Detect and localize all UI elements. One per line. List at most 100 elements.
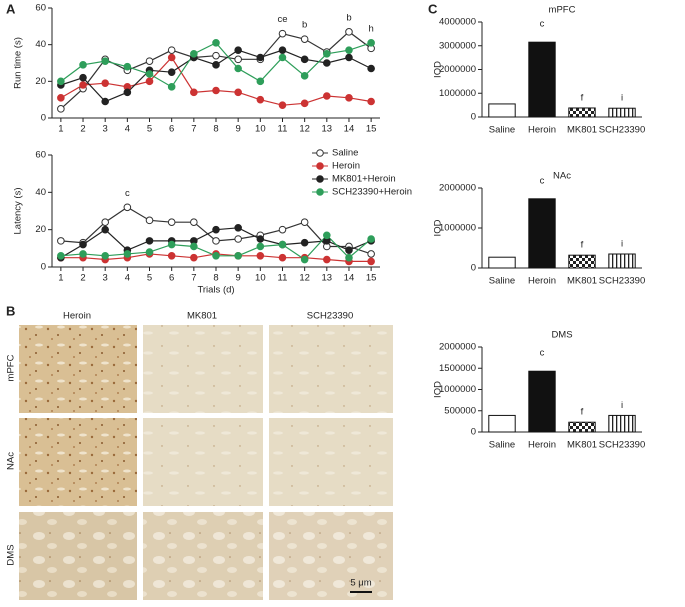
data-point <box>57 105 65 113</box>
data-point <box>256 252 265 260</box>
data-point <box>145 70 154 78</box>
x-tick-label: 3 <box>103 124 108 135</box>
micrograph <box>143 418 263 506</box>
data-point <box>167 46 176 54</box>
data-point <box>278 240 287 249</box>
micrograph <box>269 325 393 413</box>
x-tick-label: Saline <box>489 125 515 136</box>
annotation: c <box>125 188 130 199</box>
data-point <box>57 252 65 260</box>
y-tick-label: 0 <box>471 263 476 274</box>
data-point <box>345 28 353 36</box>
data-point <box>345 53 353 62</box>
x-tick-label: 15 <box>366 273 377 284</box>
data-point <box>167 68 176 76</box>
micrograph <box>143 512 263 600</box>
bar <box>488 256 516 269</box>
data-point <box>101 57 109 65</box>
data-point <box>300 255 309 264</box>
data-point <box>300 72 309 80</box>
panel-label: B <box>6 303 15 318</box>
data-point <box>345 94 353 102</box>
annotation: c <box>540 19 545 30</box>
data-point <box>367 64 375 73</box>
data-point <box>190 50 198 58</box>
bar <box>608 414 636 433</box>
panel-label: A <box>6 1 16 16</box>
chart-title: NAc <box>553 171 571 182</box>
x-tick-label: 14 <box>344 273 355 284</box>
y-axis-label: Latency (s) <box>13 188 24 235</box>
data-point <box>123 203 132 212</box>
data-point <box>212 225 220 234</box>
data-point <box>167 240 176 249</box>
scale-bar-label: 5 μm <box>350 578 371 589</box>
data-point <box>345 246 353 254</box>
y-tick-label: 20 <box>35 76 46 87</box>
data-point <box>145 57 154 65</box>
data-point <box>145 216 154 225</box>
data-point <box>256 235 265 243</box>
annotation: i <box>621 400 623 411</box>
data-point <box>278 225 287 234</box>
column-label: Heroin <box>63 311 91 322</box>
data-point <box>367 235 375 243</box>
x-tick-label: 3 <box>103 273 108 284</box>
data-point <box>234 46 242 54</box>
x-tick-label: SCH23390 <box>599 440 645 451</box>
data-point <box>145 237 154 245</box>
data-point <box>278 101 287 109</box>
row-label: DMS <box>6 544 17 565</box>
annotation: b <box>302 20 307 31</box>
micrograph <box>19 418 137 506</box>
x-tick-label: 4 <box>125 124 130 135</box>
y-tick-label: 0 <box>471 427 476 438</box>
x-tick-label: 2 <box>80 273 85 284</box>
annotation: i <box>621 93 623 104</box>
bar <box>568 254 596 269</box>
y-tick-label: 2000000 <box>439 342 476 353</box>
x-tick-label: Saline <box>489 276 515 287</box>
data-point <box>167 53 176 62</box>
data-point <box>367 257 375 266</box>
row-label: NAc <box>6 452 17 470</box>
micrograph <box>19 325 137 413</box>
data-point <box>167 218 176 226</box>
x-tick-label: 13 <box>322 124 333 135</box>
data-point <box>123 62 132 71</box>
data-point <box>101 252 109 260</box>
data-point <box>57 237 65 245</box>
x-tick-label: 9 <box>236 273 241 284</box>
bar <box>488 414 516 433</box>
x-tick-label: MK801 <box>567 276 597 287</box>
annotation: b <box>346 12 351 23</box>
chart-title: DMS <box>551 330 572 341</box>
bar <box>608 253 636 269</box>
data-point <box>79 81 87 89</box>
x-tick-label: 5 <box>147 124 152 135</box>
data-point <box>190 242 198 251</box>
x-tick-label: Heroin <box>528 276 556 287</box>
micrograph <box>143 325 263 413</box>
bar <box>488 103 516 118</box>
annotation: c <box>540 348 545 359</box>
column-label: SCH23390 <box>307 311 353 322</box>
data-point <box>212 51 220 60</box>
legend-label: Heroin <box>332 161 360 172</box>
x-tick-label: 10 <box>255 273 266 284</box>
legend-label: MK801+Heroin <box>332 174 396 185</box>
data-point <box>323 92 331 100</box>
data-point <box>190 218 198 226</box>
data-point <box>190 253 198 262</box>
bar <box>528 41 556 118</box>
y-tick-label: 2000000 <box>439 183 476 194</box>
y-axis-label: IOD <box>433 219 444 236</box>
data-point <box>256 77 265 86</box>
y-tick-label: 1000000 <box>439 384 476 395</box>
data-point <box>323 50 331 58</box>
annotation: h <box>368 23 373 34</box>
y-tick-label: 60 <box>35 3 46 14</box>
y-tick-label: 0 <box>41 113 46 124</box>
panel-label: C <box>428 1 438 16</box>
x-tick-label: 1 <box>58 124 63 135</box>
